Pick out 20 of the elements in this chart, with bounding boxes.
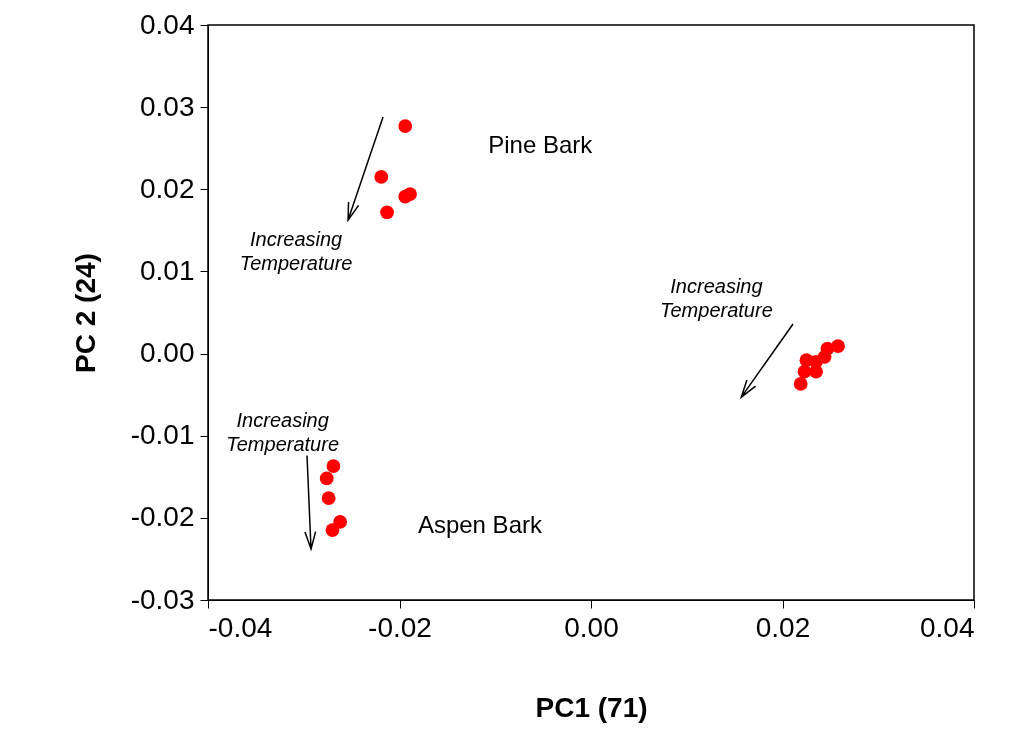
annotation: Pine Bark	[488, 130, 594, 158]
x-axis-title: PC1 (71)	[535, 691, 648, 723]
x-tick-label: 0.04	[920, 611, 975, 643]
x-tick-label: -0.04	[208, 611, 273, 643]
y-tick-label: 0.02	[140, 172, 195, 204]
y-tick-label: -0.01	[130, 419, 195, 451]
x-tick-label: 0.02	[755, 611, 811, 643]
annotation: Aspen Bark	[417, 511, 543, 539]
x-tick-label: 0.00	[564, 611, 619, 643]
y-tick-label: 0.03	[140, 90, 195, 122]
y-axis-title: PC 2 (24)	[69, 253, 101, 373]
y-tick-label: 0.04	[140, 8, 195, 40]
annotation: Increasing Temperature	[239, 228, 353, 275]
annotation: Increasing Temperature	[226, 408, 340, 455]
y-tick-label: -0.03	[130, 583, 195, 615]
y-tick-label: 0.00	[140, 337, 195, 369]
annotation: Increasing Temperature	[660, 275, 773, 322]
y-tick-label: -0.02	[130, 501, 195, 533]
y-tick-label: 0.01	[140, 254, 195, 286]
x-tick-label: -0.02	[368, 611, 432, 643]
